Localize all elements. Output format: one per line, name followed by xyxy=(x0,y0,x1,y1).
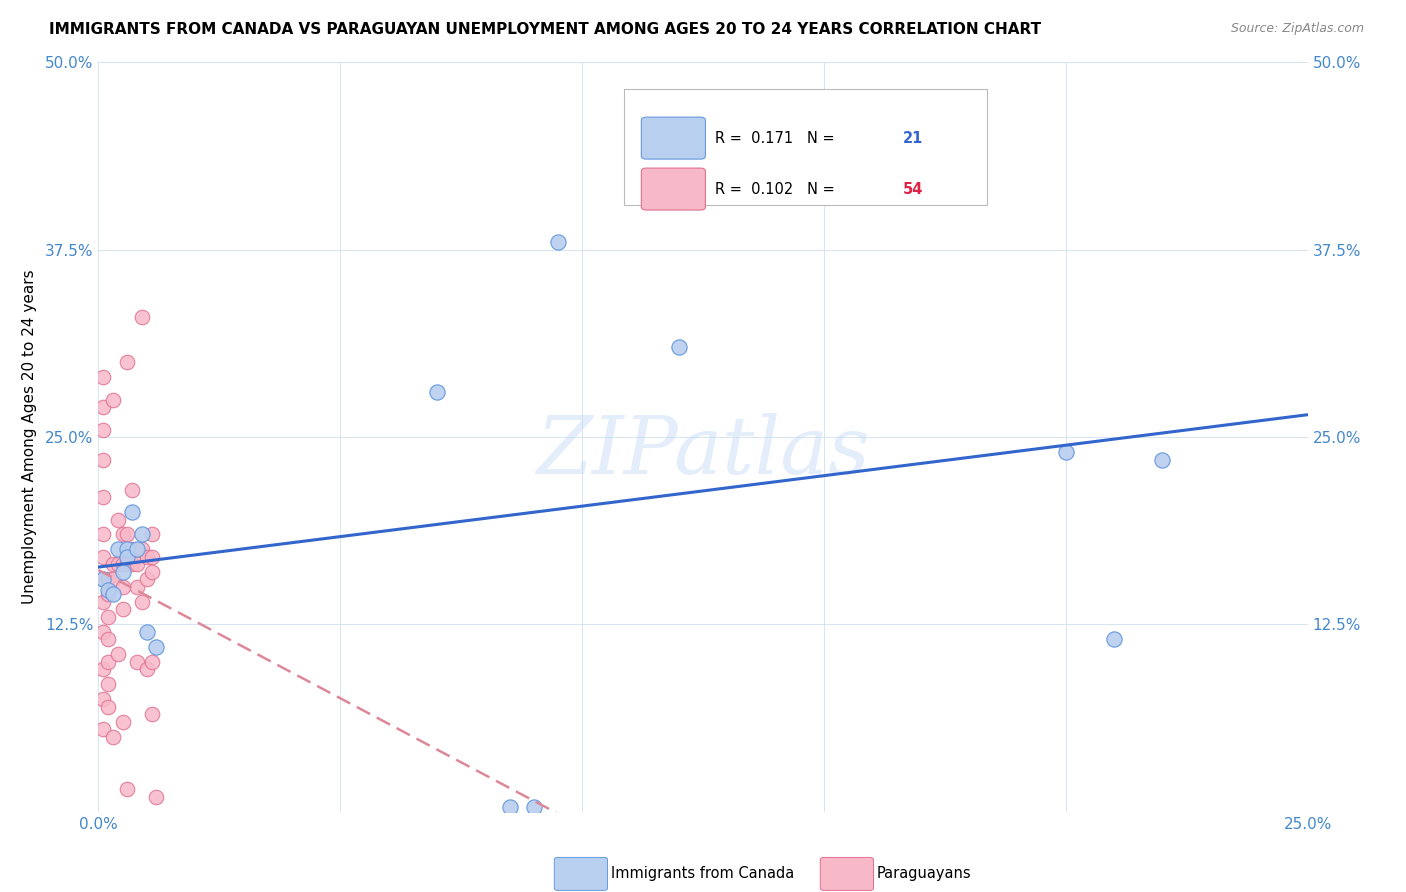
Point xyxy=(91,452,114,467)
Point xyxy=(107,558,129,572)
Point xyxy=(117,527,139,541)
Point xyxy=(97,582,120,597)
Point xyxy=(91,423,114,437)
Point xyxy=(127,542,149,557)
Point xyxy=(111,580,134,594)
Point xyxy=(97,632,120,647)
Text: IMMIGRANTS FROM CANADA VS PARAGUAYAN UNEMPLOYMENT AMONG AGES 20 TO 24 YEARS CORR: IMMIGRANTS FROM CANADA VS PARAGUAYAN UNE… xyxy=(49,22,1042,37)
Point xyxy=(107,542,129,557)
Point xyxy=(141,565,163,579)
Point xyxy=(91,400,114,414)
Point xyxy=(1102,632,1125,647)
Point xyxy=(145,640,167,654)
Point xyxy=(1054,445,1077,459)
Point xyxy=(426,385,449,400)
Point xyxy=(141,707,163,722)
Point xyxy=(141,549,163,564)
Point xyxy=(141,527,163,541)
FancyBboxPatch shape xyxy=(641,117,706,159)
Point xyxy=(111,714,134,729)
Point xyxy=(97,610,120,624)
Point xyxy=(91,573,114,587)
Point xyxy=(97,677,120,691)
Point xyxy=(91,549,114,564)
FancyBboxPatch shape xyxy=(624,88,987,205)
Point xyxy=(121,505,143,519)
Point xyxy=(117,549,139,564)
Point xyxy=(135,624,157,639)
FancyBboxPatch shape xyxy=(820,857,873,890)
Point xyxy=(101,392,124,407)
Point xyxy=(121,483,143,497)
Point xyxy=(91,624,114,639)
Point xyxy=(111,565,134,579)
Point xyxy=(97,699,120,714)
Text: Source: ZipAtlas.com: Source: ZipAtlas.com xyxy=(1230,22,1364,36)
Point xyxy=(127,580,149,594)
Text: Paraguayans: Paraguayans xyxy=(877,865,972,880)
FancyBboxPatch shape xyxy=(641,168,706,210)
Point xyxy=(135,573,157,587)
Point xyxy=(91,723,114,737)
Point xyxy=(117,355,139,369)
Point xyxy=(101,573,124,587)
Point xyxy=(498,800,520,814)
Point xyxy=(91,370,114,384)
Point xyxy=(117,542,139,557)
Point xyxy=(131,310,153,325)
Text: Immigrants from Canada: Immigrants from Canada xyxy=(612,865,794,880)
Point xyxy=(135,662,157,676)
Point xyxy=(135,549,157,564)
Point xyxy=(101,587,124,601)
Point xyxy=(111,527,134,541)
Text: ZIPatlas: ZIPatlas xyxy=(536,413,870,491)
Point xyxy=(547,235,569,250)
Text: R =  0.102   N =: R = 0.102 N = xyxy=(716,182,839,196)
FancyBboxPatch shape xyxy=(554,857,607,890)
Point xyxy=(97,655,120,669)
Point xyxy=(127,655,149,669)
Point xyxy=(127,558,149,572)
Text: 54: 54 xyxy=(903,182,922,196)
Point xyxy=(523,800,546,814)
Point xyxy=(91,573,114,587)
Point xyxy=(91,490,114,504)
Point xyxy=(141,655,163,669)
Point xyxy=(111,602,134,616)
Point xyxy=(107,648,129,662)
Point xyxy=(91,692,114,706)
Point xyxy=(101,558,124,572)
Y-axis label: Unemployment Among Ages 20 to 24 years: Unemployment Among Ages 20 to 24 years xyxy=(21,269,37,605)
Point xyxy=(111,558,134,572)
Point xyxy=(668,340,690,354)
Point xyxy=(145,789,167,804)
Point xyxy=(131,542,153,557)
Point xyxy=(97,587,120,601)
Text: R =  0.171   N =: R = 0.171 N = xyxy=(716,130,839,145)
Point xyxy=(97,573,120,587)
Point xyxy=(716,100,738,114)
Point xyxy=(121,542,143,557)
Point xyxy=(131,527,153,541)
Point xyxy=(91,662,114,676)
Point xyxy=(101,730,124,744)
Point xyxy=(91,595,114,609)
Text: 21: 21 xyxy=(903,130,922,145)
Point xyxy=(117,782,139,797)
Point xyxy=(91,527,114,541)
Point xyxy=(107,512,129,526)
Point xyxy=(117,558,139,572)
Point xyxy=(121,558,143,572)
Point xyxy=(1152,452,1174,467)
Point xyxy=(131,595,153,609)
